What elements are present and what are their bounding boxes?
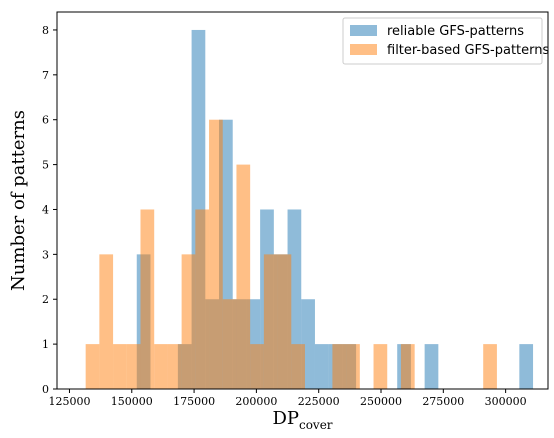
legend-items: reliable GFS-patterns filter-based GFS-pa… <box>350 24 550 58</box>
bar-series1-bin17 <box>346 344 360 389</box>
x-tick-label-7: 300000 <box>485 395 527 408</box>
bar-series0-bin16 <box>519 344 534 389</box>
y-tick-label-7: 7 <box>42 69 49 82</box>
bar-series1-bin14 <box>277 254 292 389</box>
bar-series1-bin8 <box>195 209 210 389</box>
y-tick-label-0: 0 <box>42 383 49 396</box>
bar-series1-bin3 <box>126 344 141 389</box>
y-tick-label-1: 1 <box>42 338 49 351</box>
bar-series1-bin5 <box>154 344 168 389</box>
bar-series1-bin12 <box>250 344 264 389</box>
bar-series1-bin18 <box>373 344 388 389</box>
bar-series1-bin7 <box>181 254 196 389</box>
bar-series1-bin15 <box>291 344 305 389</box>
y-axis-ticks: 0 1 2 3 4 5 6 7 8 <box>42 24 57 396</box>
y-tick-label-5: 5 <box>42 159 49 172</box>
bar-series1-bin4 <box>140 209 155 389</box>
bar-series1-bin9 <box>209 119 223 390</box>
x-tick-label-4: 225000 <box>298 395 340 408</box>
bar-series1-bin11 <box>236 164 251 389</box>
legend-box <box>342 17 543 65</box>
bar-series1-bin2 <box>113 344 127 389</box>
x-tick-label-6: 275000 <box>422 395 464 408</box>
legend: reliable GFS-patterns filter-based GFS-pa… <box>342 17 550 65</box>
bars-layer <box>85 29 534 390</box>
legend-swatch-1 <box>350 44 377 55</box>
legend-swatch-0 <box>350 25 377 36</box>
x-tick-label-1: 150000 <box>111 395 153 408</box>
y-tick-label-4: 4 <box>42 203 49 216</box>
bar-series1-bin20 <box>483 344 497 389</box>
x-tick-label-2: 175000 <box>173 395 215 408</box>
plot-frame <box>56 11 549 390</box>
x-tick-label-0: 125000 <box>48 395 90 408</box>
x-tick-label-5: 250000 <box>360 395 402 408</box>
x-tick-label-3: 200000 <box>235 395 277 408</box>
y-tick-label-2: 2 <box>42 293 49 306</box>
x-axis-label-subscript: cover <box>299 418 333 432</box>
bar-series1-bin10 <box>222 299 237 389</box>
bar-series1-bin16 <box>332 344 347 389</box>
y-tick-label-3: 3 <box>42 248 49 261</box>
bar-series0-bin15 <box>424 344 439 389</box>
y-tick-label-8: 8 <box>42 24 49 37</box>
legend-label-0: reliable GFS-patterns <box>387 24 524 39</box>
y-axis-label: Number of patterns <box>8 110 29 291</box>
y-tick-label-6: 6 <box>42 114 49 127</box>
bar-series1-bin0 <box>85 344 100 389</box>
bar-series1-bin13 <box>263 254 278 389</box>
bar-series1-bin19 <box>400 344 415 389</box>
bar-series1-bin6 <box>167 344 182 389</box>
bar-series0-bin11 <box>314 344 329 389</box>
bar-series1-bin1 <box>99 254 114 389</box>
x-axis-label: DPcover <box>272 408 332 432</box>
legend-label-1: filter-based GFS-patterns <box>387 43 550 58</box>
x-axis-label-main: DP <box>272 408 299 429</box>
x-axis-ticks: 125000 150000 175000 200000 225000 250000 2750… <box>48 389 527 408</box>
